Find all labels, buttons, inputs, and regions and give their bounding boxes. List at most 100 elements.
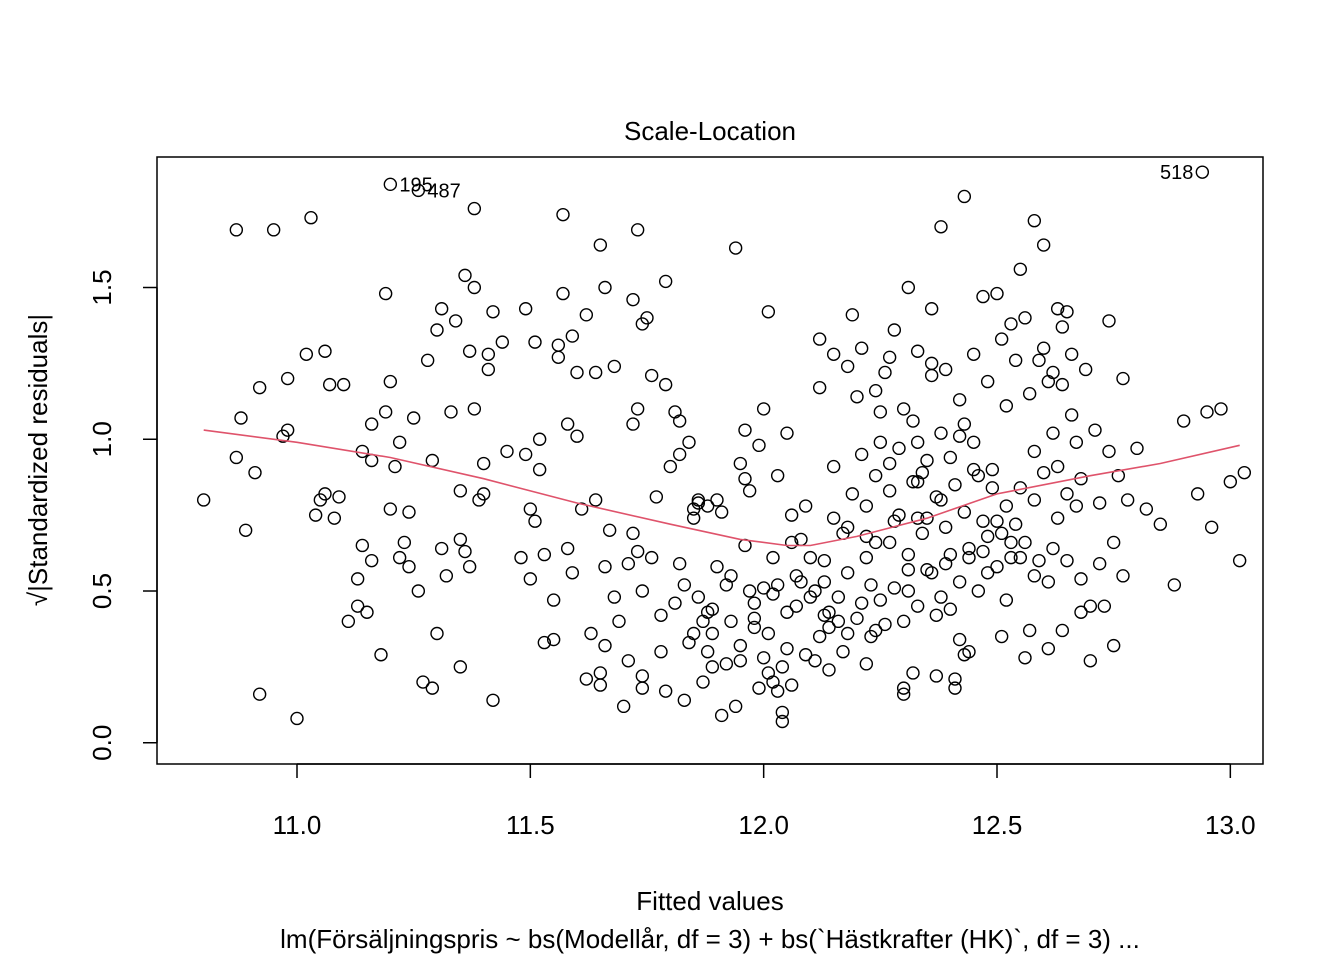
- data-point: [453, 484, 468, 498]
- data-point: [672, 556, 687, 571]
- data-point: [985, 462, 1000, 477]
- data-point: [747, 620, 762, 635]
- data-point: [896, 681, 911, 695]
- data-point: [299, 347, 314, 361]
- data-point: [672, 414, 687, 428]
- data-point: [761, 305, 776, 319]
- data-point: [952, 575, 967, 589]
- data-point: [486, 693, 500, 707]
- data-point: [458, 544, 472, 559]
- data-point: [761, 626, 776, 641]
- data-point: [234, 411, 248, 425]
- data-point: [668, 596, 682, 610]
- data-point: [1046, 365, 1060, 380]
- data-point: [705, 602, 720, 616]
- data-point: [878, 617, 892, 632]
- data-point: [840, 566, 855, 580]
- data-point: [355, 444, 370, 459]
- data-point: [798, 499, 813, 513]
- data-point: [1139, 502, 1154, 516]
- data-point: [756, 581, 771, 595]
- data-point: [896, 614, 911, 629]
- data-point: [411, 584, 426, 598]
- data-point: [1060, 487, 1074, 501]
- data-point: [402, 560, 416, 574]
- data-point: [1027, 569, 1042, 583]
- data-point: [672, 447, 687, 462]
- data-point: [1055, 377, 1070, 392]
- data-point: [910, 435, 925, 449]
- x-tick-label: 12.5: [972, 810, 1023, 840]
- data-point: [719, 578, 734, 592]
- data-point: [859, 529, 874, 544]
- data-point: [705, 660, 720, 674]
- data-point: [728, 241, 743, 255]
- x-axis-label: Fitted values: [636, 886, 783, 916]
- data-point: [966, 435, 981, 449]
- data-point: [682, 635, 696, 650]
- data-point: [453, 532, 468, 547]
- y-axis-label: √|Standardized residuals|: [23, 314, 53, 606]
- data-point: [817, 575, 832, 589]
- data-point: [985, 481, 1000, 495]
- data-point: [350, 572, 365, 586]
- data-point: [523, 502, 538, 516]
- data-point: [364, 417, 379, 431]
- data-point: [1111, 468, 1126, 483]
- data-point: [798, 648, 813, 662]
- data-point: [826, 459, 841, 474]
- data-point: [882, 535, 897, 550]
- data-point: [588, 493, 603, 507]
- data-point: [238, 523, 253, 538]
- data-point: [686, 626, 701, 641]
- data-point: [1232, 553, 1247, 568]
- data-point: [938, 556, 953, 571]
- data-point: [481, 362, 496, 377]
- data-point: [355, 538, 370, 553]
- data-point: [644, 368, 659, 383]
- data-point: [980, 529, 995, 544]
- data-point: [570, 365, 584, 380]
- data-point: [812, 629, 827, 644]
- data-point: [1055, 320, 1070, 334]
- data-point: [920, 511, 934, 525]
- data-point: [948, 681, 962, 695]
- data-point: [1116, 569, 1130, 583]
- data-point: [906, 475, 920, 489]
- data-point: [383, 502, 398, 516]
- data-point: [1088, 423, 1102, 437]
- data-point: [822, 605, 836, 619]
- data-point: [775, 705, 790, 720]
- data-point: [388, 459, 402, 474]
- data-point: [1092, 496, 1107, 510]
- data-point: [1200, 405, 1214, 419]
- data-point: [1027, 444, 1042, 459]
- data-point: [696, 614, 710, 629]
- data-point: [602, 523, 617, 538]
- data-point: [896, 402, 911, 416]
- data-point: [1013, 262, 1028, 276]
- data-point: [467, 280, 482, 295]
- data-point: [1022, 387, 1037, 401]
- data-point: [570, 429, 584, 443]
- data-point: [957, 417, 972, 431]
- data-point: [392, 550, 407, 565]
- x-axis: 11.0 11.5 12.0 12.5 13.0: [273, 763, 1256, 840]
- data-point: [551, 338, 566, 352]
- data-point: [850, 611, 864, 626]
- data-point: [840, 520, 855, 534]
- data-point: [868, 535, 883, 550]
- y-tick-label: 0.5: [87, 573, 117, 609]
- data-point: [556, 286, 570, 301]
- data-point: [691, 590, 706, 604]
- data-point: [626, 292, 640, 307]
- data-point: [1046, 541, 1060, 556]
- data-point: [752, 438, 766, 453]
- data-point: [495, 335, 510, 349]
- data-point: [374, 648, 388, 662]
- data-point: [1041, 575, 1056, 589]
- data-point: [924, 356, 939, 371]
- data-point: [822, 663, 836, 677]
- point-label: 487: [427, 180, 460, 202]
- data-point: [658, 684, 673, 698]
